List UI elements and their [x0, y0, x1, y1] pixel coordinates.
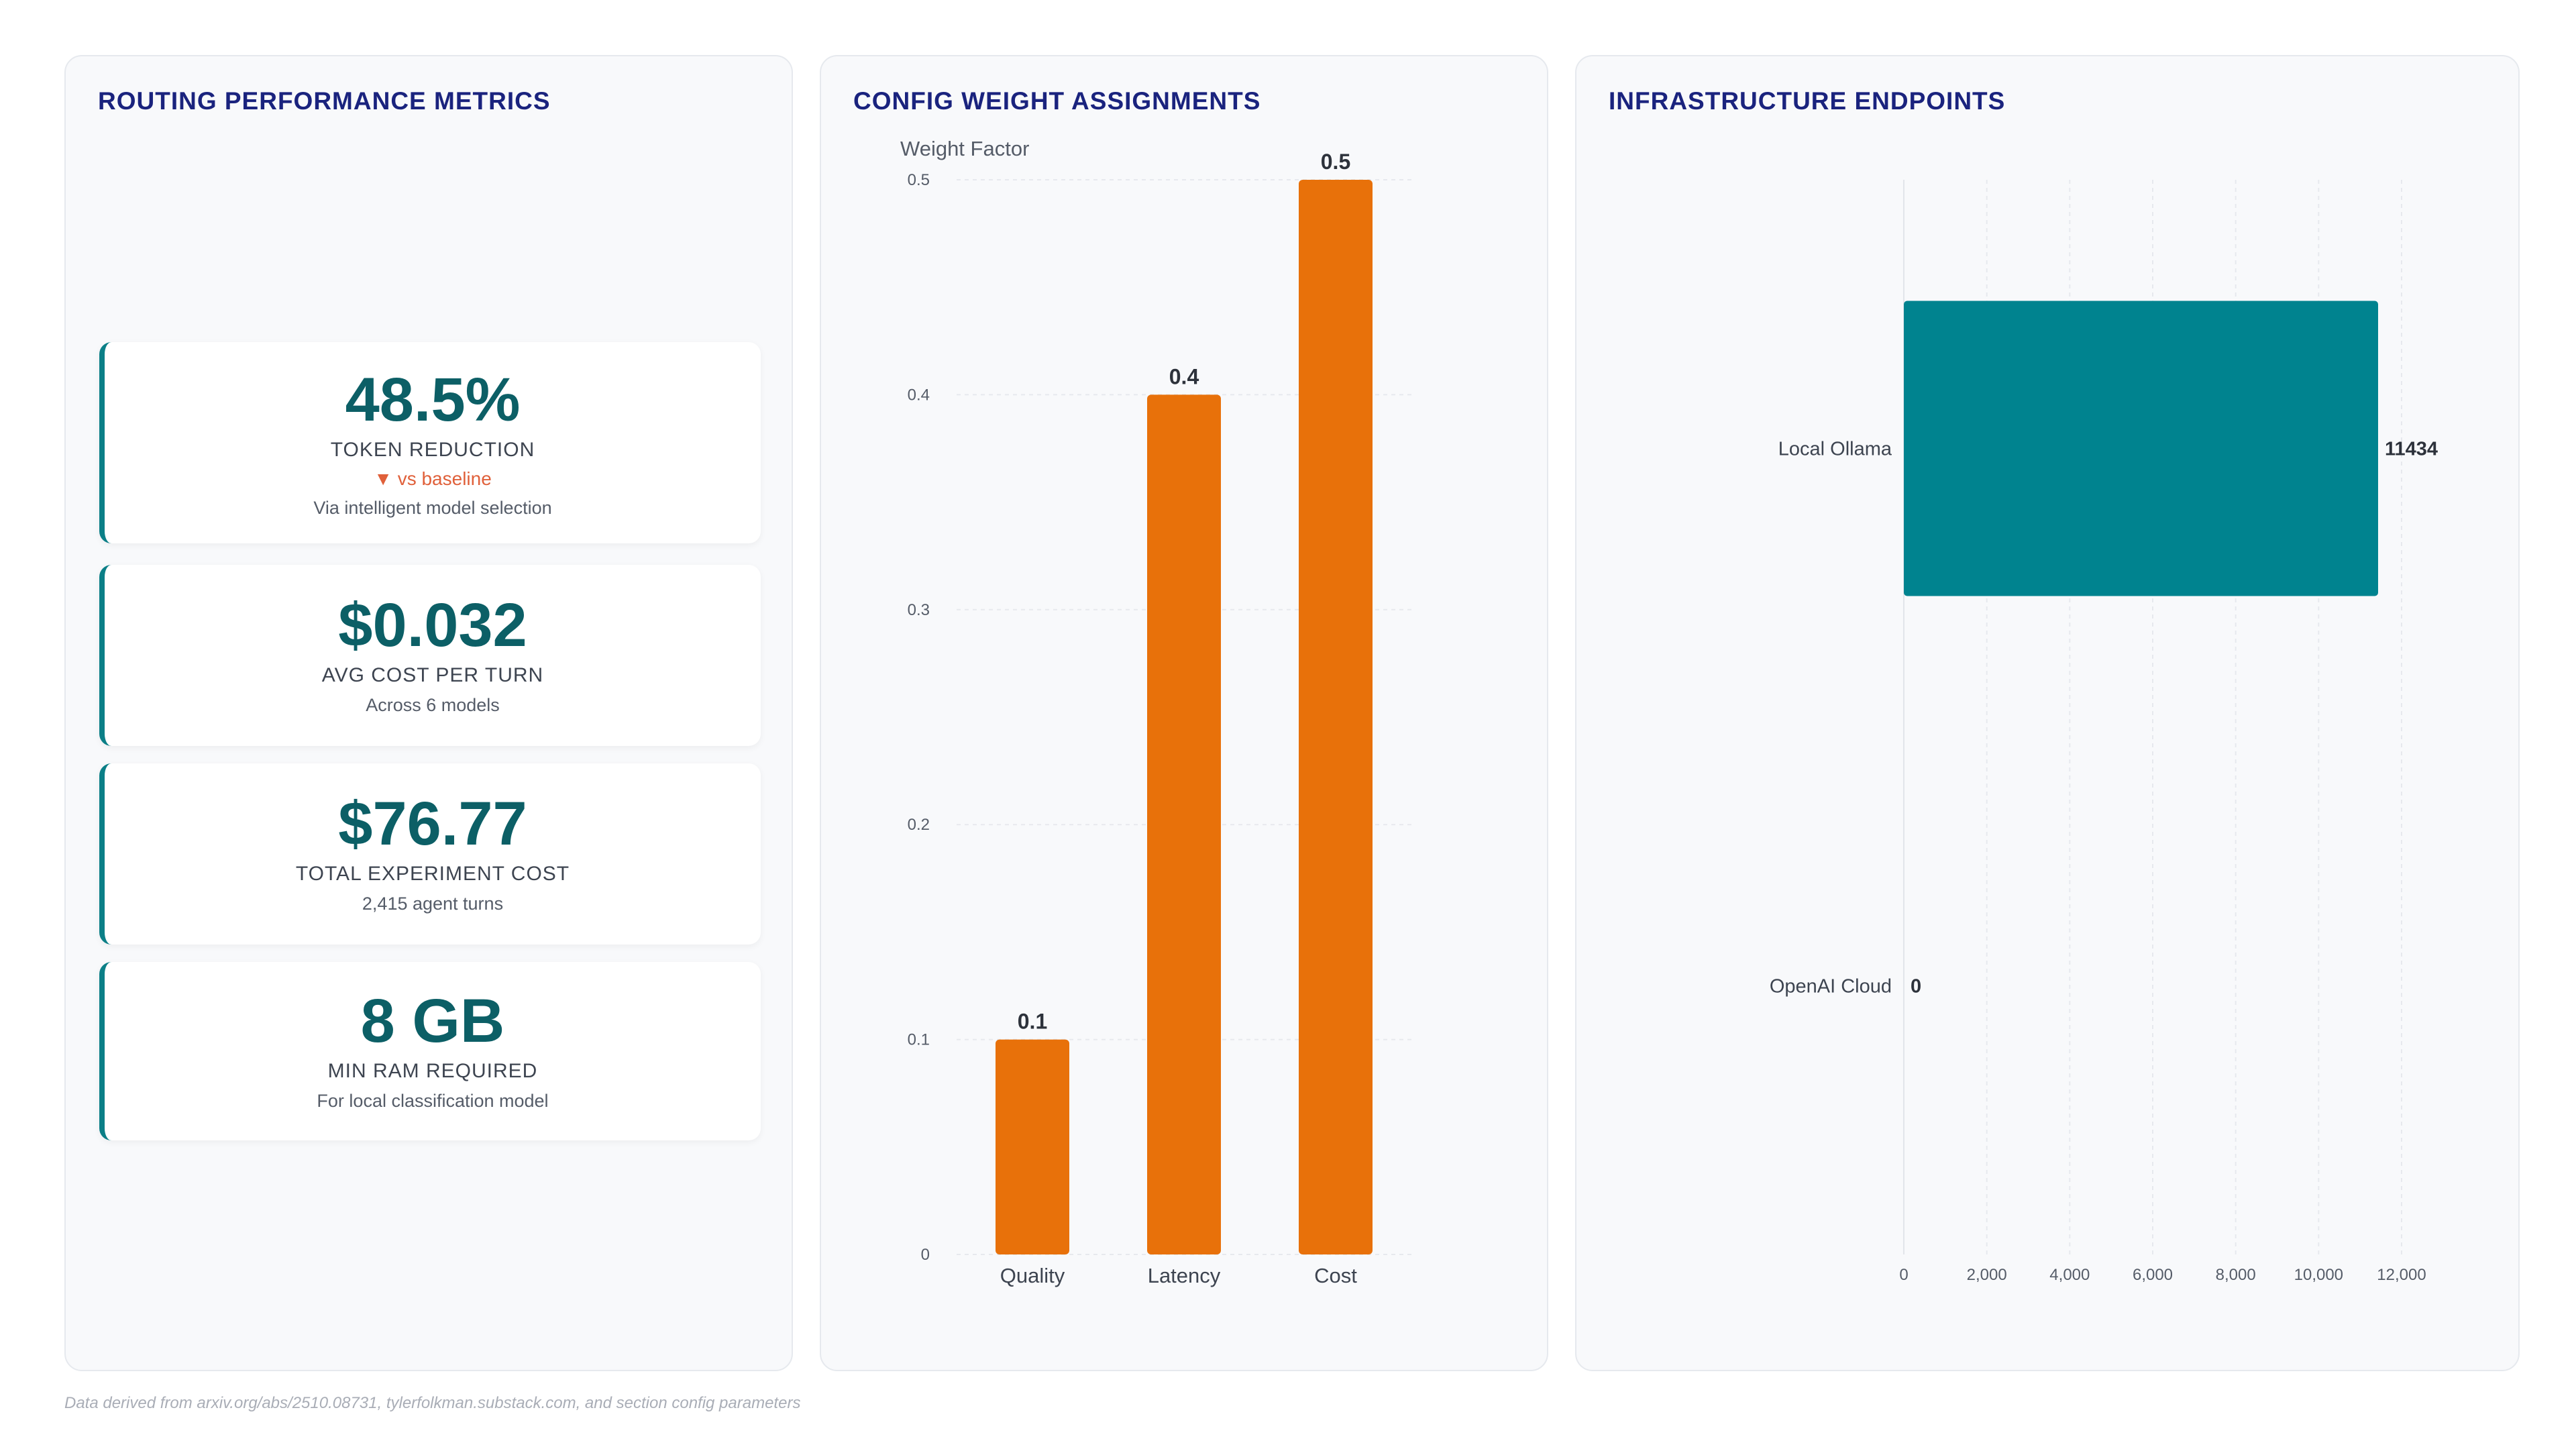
kpi-delta: ▼ vs baseline	[374, 468, 492, 489]
kpi-label: TOKEN REDUCTION	[330, 439, 535, 461]
weights-bar-chart: 0 0.1 0.2 0.3 0.4 0.5 Weight Factor 0.1 Quality 0…	[900, 137, 1411, 1287]
y-tick-label: 0.5	[908, 171, 930, 189]
kpi-note: Across 6 models	[366, 695, 500, 715]
kpi-label: MIN RAM REQUIRED	[327, 1060, 538, 1082]
kpi-label: AVG COST PER TURN	[321, 664, 544, 686]
endpoints-panel: INFRASTRUCTURE ENDPOINTS 0 2,000 4,000 6,00…	[1575, 55, 2520, 1371]
x-tick-label: 6,000	[2133, 1266, 2173, 1284]
y-tick-label: 0.1	[908, 1031, 930, 1049]
kpi-card-token-reduction: 48.5% TOKEN REDUCTION ▼ vs baseline Via …	[99, 342, 761, 543]
endpoints-panel-title: INFRASTRUCTURE ENDPOINTS	[1609, 87, 2006, 115]
kpi-label: TOTAL EXPERIMENT COST	[295, 863, 570, 885]
kpi-card-total-cost: $76.77 TOTAL EXPERIMENT COST 2,415 agent…	[99, 763, 761, 945]
y-tick-label: 0.2	[908, 816, 930, 834]
x-tick-label: Latency	[1148, 1264, 1221, 1287]
y-tick-label: OpenAI Cloud	[1770, 976, 1892, 998]
x-tick-label: 8,000	[2216, 1266, 2256, 1284]
metrics-panel: ROUTING PERFORMANCE METRICS 48.5% TOKEN …	[64, 55, 793, 1371]
x-tick-label: 4,000	[2049, 1266, 2090, 1284]
x-tick-label: Cost	[1314, 1264, 1357, 1287]
data-label: 0	[1911, 976, 1921, 998]
bar-local-ollama	[1904, 301, 2379, 596]
data-label: 0.4	[1169, 364, 1199, 388]
kpi-card-avg-cost: $0.032 AVG COST PER TURN Across 6 models	[99, 565, 761, 746]
data-label: 11434	[2385, 439, 2438, 460]
bar-cost	[1299, 180, 1373, 1254]
kpi-note: Via intelligent model selection	[313, 498, 552, 518]
kpi-value: $76.77	[338, 790, 527, 858]
data-label: 0.5	[1321, 150, 1350, 174]
y-tick-label: Local Ollama	[1778, 439, 1892, 460]
y-axis-label: Weight Factor	[900, 137, 1029, 160]
kpi-note: For local classification model	[317, 1091, 549, 1111]
kpi-value: 8 GB	[360, 987, 505, 1055]
x-tick-label: 10,000	[2294, 1266, 2343, 1284]
kpi-card-min-ram: 8 GB MIN RAM REQUIRED For local classifi…	[99, 962, 761, 1140]
x-tick-label: 2,000	[1967, 1266, 2007, 1284]
y-tick-label: 0.4	[908, 386, 930, 404]
weights-panel-title: CONFIG WEIGHT ASSIGNMENTS	[853, 87, 1261, 115]
x-tick-label: 12,000	[2377, 1266, 2426, 1284]
kpi-value: $0.032	[338, 591, 527, 659]
kpi-value: 48.5%	[345, 366, 521, 434]
bar-latency	[1147, 394, 1221, 1254]
metrics-panel-title: ROUTING PERFORMANCE METRICS	[98, 87, 551, 115]
data-label: 0.1	[1018, 1010, 1047, 1034]
x-tick-label: Quality	[1000, 1264, 1065, 1287]
y-tick-label: 0.3	[908, 601, 930, 619]
x-tick-label: 0	[1899, 1266, 1908, 1284]
endpoints-bar-chart: 0 2,000 4,000 6,000 8,000 10,000 12,000 Local O…	[1770, 180, 2438, 1284]
source-note: Data derived from arxiv.org/abs/2510.087…	[64, 1394, 801, 1412]
y-tick-label: 0	[921, 1246, 930, 1264]
kpi-note: 2,415 agent turns	[362, 894, 504, 914]
bar-quality	[996, 1039, 1069, 1254]
weights-panel: CONFIG WEIGHT ASSIGNMENTS 0 0.1 0.2 0.3 0.4 0…	[820, 55, 1548, 1371]
